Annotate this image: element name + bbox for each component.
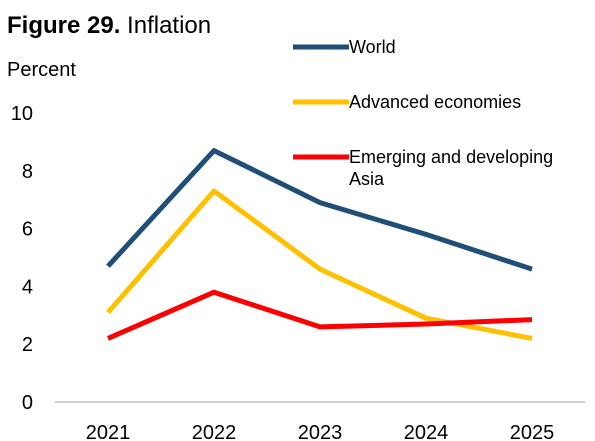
x-tick-label: 2021 <box>86 422 131 441</box>
series-line-emerging-and-developing-asia <box>107 289 533 341</box>
figure-number: Figure 29. <box>7 12 121 39</box>
legend-label-world: World <box>349 37 396 57</box>
x-tick-label: 2025 <box>510 422 555 441</box>
legend: World Advanced economies Emerging and deve… <box>293 37 553 189</box>
legend-label-emerging-and-developing-asia: Emerging and developing Asia <box>349 147 553 189</box>
legend-label-advanced-economies: Advanced economies <box>349 92 521 112</box>
figure-title: Inflation <box>127 12 212 39</box>
series-lines <box>106 148 533 341</box>
x-tick-label: 2023 <box>298 422 343 441</box>
series-line-world <box>106 148 533 272</box>
y-tick-label: 8 <box>22 161 33 183</box>
axes: 0 2 4 6 8 10 2021 2022 2023 2024 2025 <box>11 103 585 441</box>
y-tick-label: 2 <box>22 334 33 356</box>
y-tick-label: 10 <box>11 103 33 125</box>
x-tick-label: 2022 <box>192 422 237 441</box>
y-tick-label: 4 <box>22 276 33 298</box>
chart-title: Figure 29. Inflation <box>7 12 211 40</box>
y-tick-label: 6 <box>22 219 33 241</box>
x-tick-label: 2024 <box>404 422 449 441</box>
series-line-advanced-economies <box>106 188 533 341</box>
y-tick-label: 0 <box>22 392 33 414</box>
y-axis-label: Percent <box>7 59 76 81</box>
